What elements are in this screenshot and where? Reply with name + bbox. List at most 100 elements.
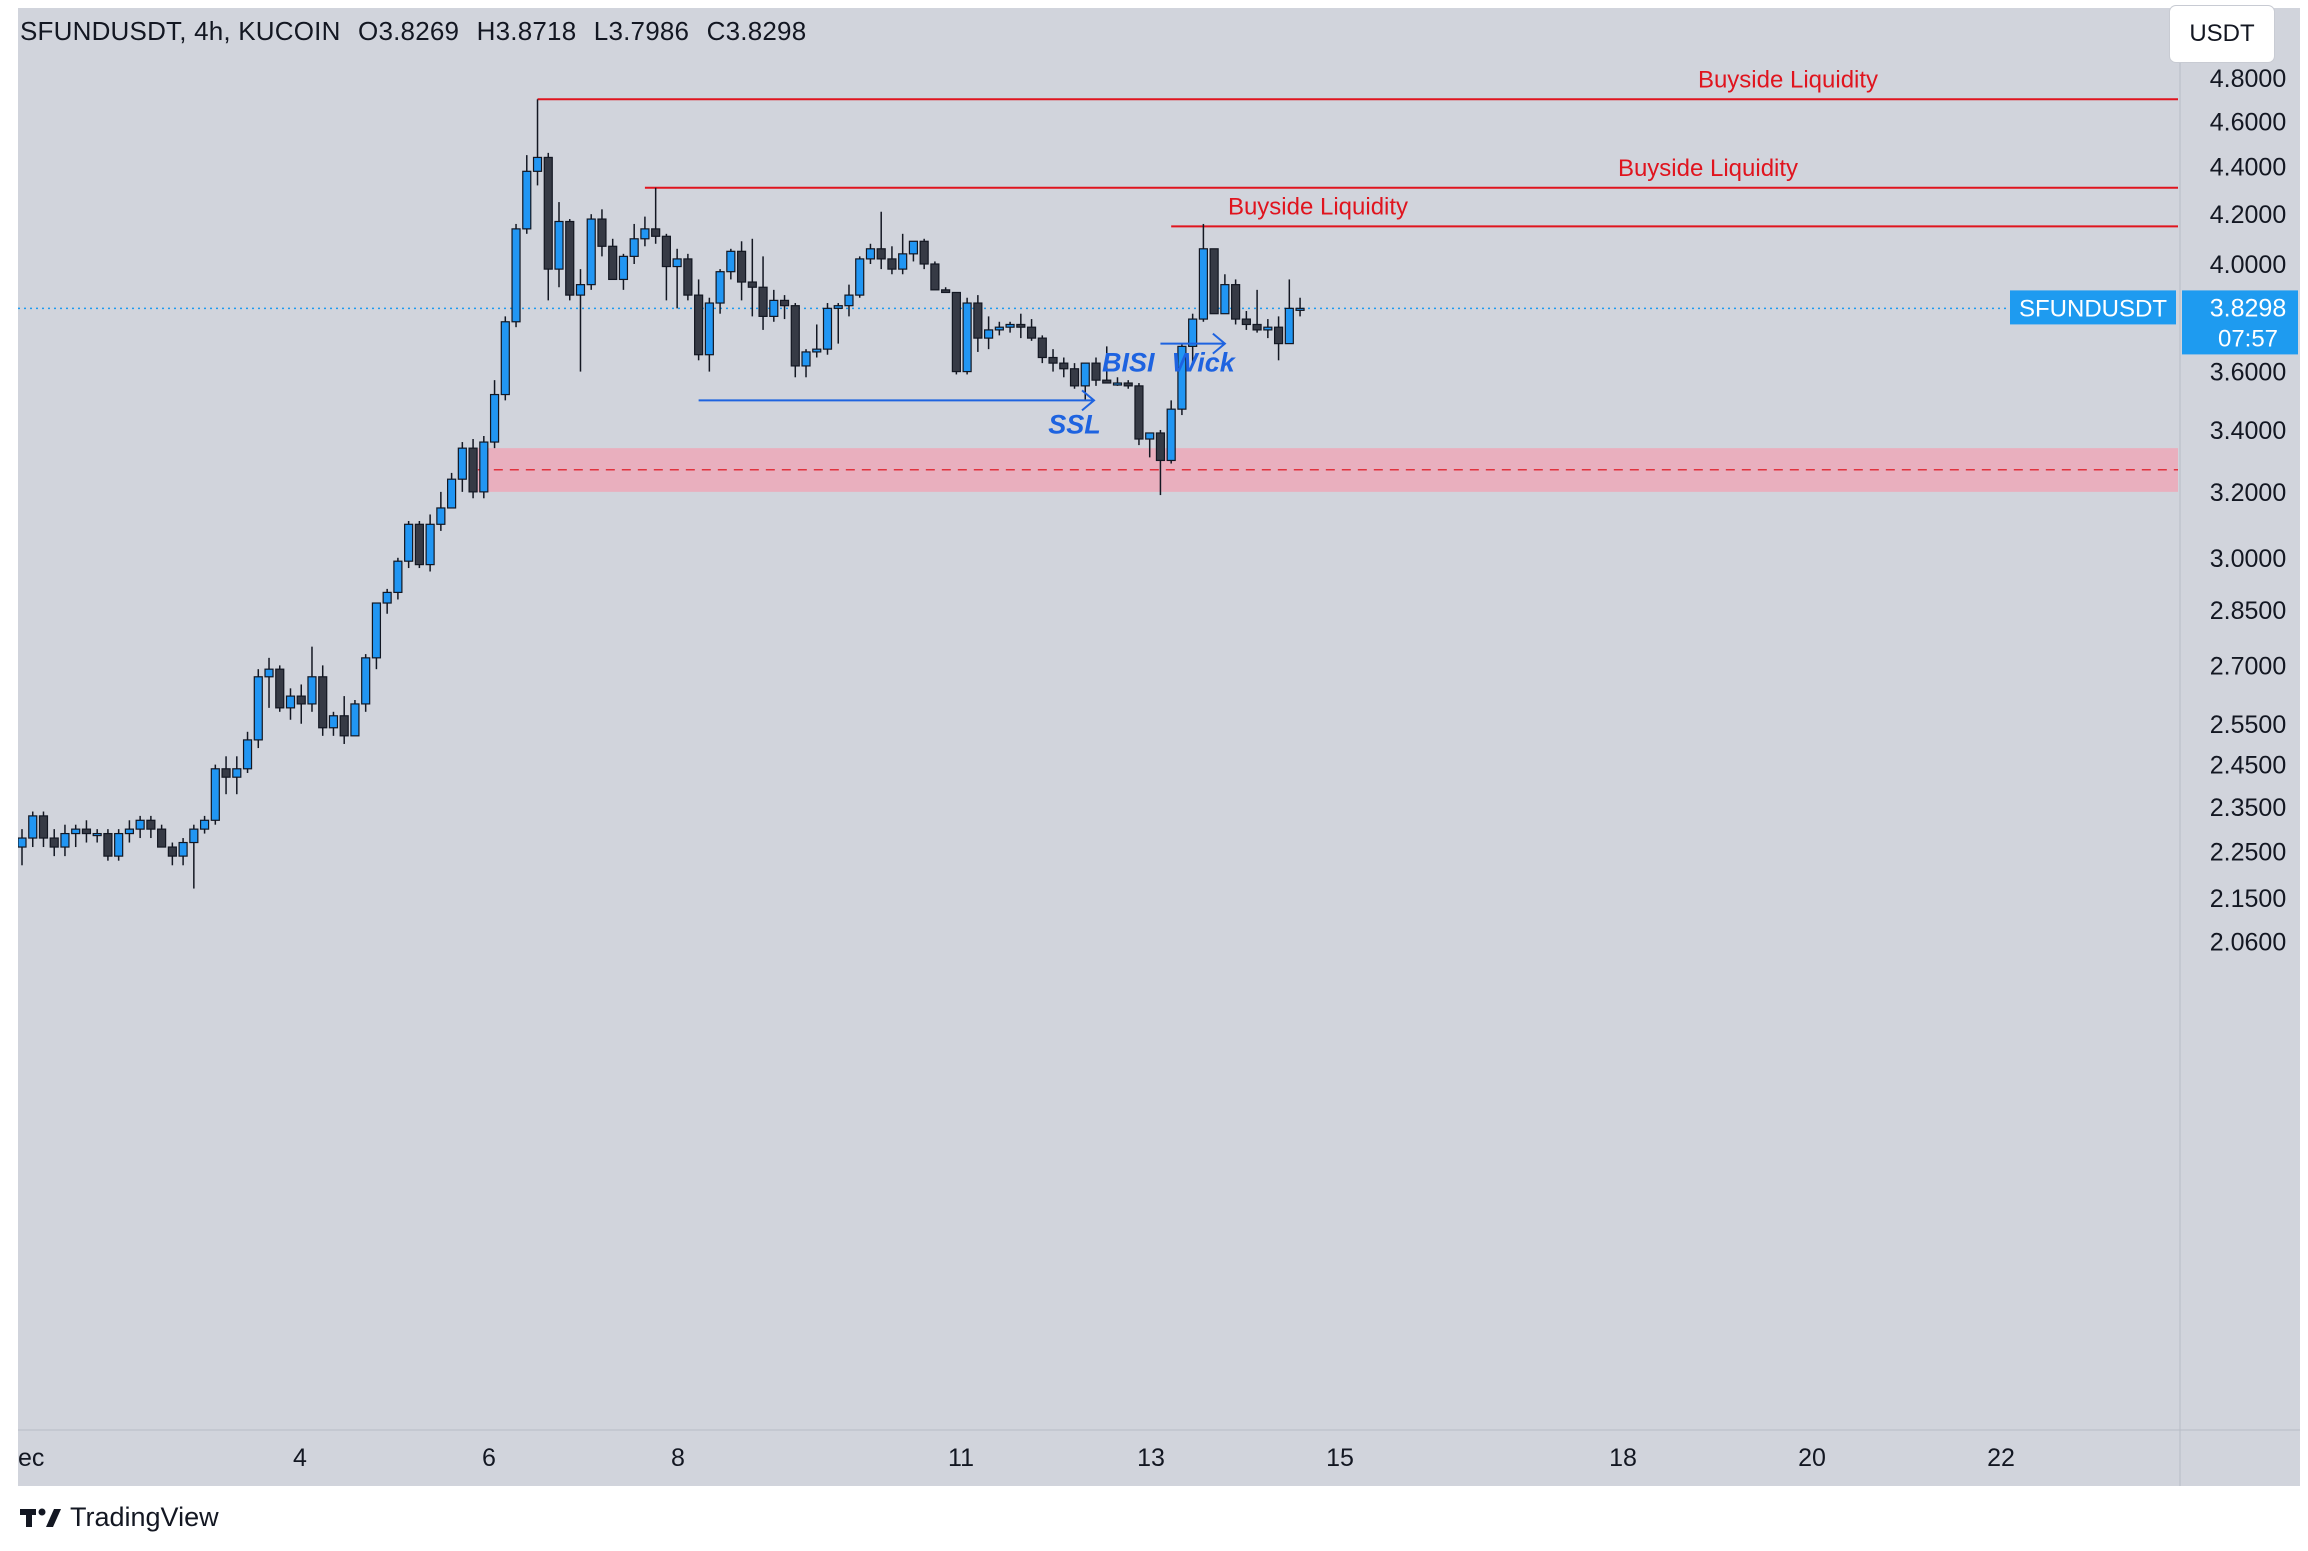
candle-bear <box>1273 326 1284 345</box>
candle-bull <box>640 228 650 240</box>
candle-bull <box>812 348 822 353</box>
x-tick-label: 6 <box>482 1444 496 1472</box>
candle-bull <box>71 828 81 835</box>
chart-area[interactable]: 4.8000 4.6000 4.4000 4.2000 4.0000 3.6000 3.40… <box>18 8 2300 1486</box>
candle-bull <box>1145 432 1155 440</box>
tradingview-branding[interactable]: TradingView <box>20 1502 219 1533</box>
x-tick-label: 13 <box>1137 1444 1165 1472</box>
candle-bear <box>661 235 672 268</box>
candle-bull <box>500 321 510 396</box>
ssl-label: SSL <box>1048 409 1101 439</box>
candle-bear <box>81 828 92 835</box>
last-price-value: 3.8298 <box>2210 294 2286 322</box>
candle-bear <box>318 676 328 729</box>
candle-bull <box>672 258 682 268</box>
low-value: 3.7986 <box>608 16 690 46</box>
close-key: C <box>706 16 726 46</box>
candle-bull <box>264 668 274 678</box>
candle-bear <box>973 302 983 339</box>
candle-bear <box>651 228 661 237</box>
candle-bull <box>328 715 339 729</box>
candle-bull <box>833 305 843 309</box>
candle-bear <box>1241 318 1251 326</box>
candle-bull <box>532 156 543 172</box>
candle-bull <box>1177 345 1187 410</box>
candle-bull <box>898 253 908 270</box>
y-tick-label: 2.0600 <box>2210 929 2286 957</box>
bisi-arrow-head <box>1212 332 1227 355</box>
y-tick-label: 2.5500 <box>2210 711 2286 739</box>
y-tick-label: 4.4000 <box>2210 154 2286 182</box>
candle-bull <box>1005 323 1015 328</box>
candle-bear <box>1037 337 1047 359</box>
candle-bull <box>425 523 435 566</box>
candle-bear <box>49 837 59 848</box>
ssl-arrow-head <box>1081 389 1096 412</box>
x-tick-label: 4 <box>293 1444 307 1472</box>
candle-bear <box>146 819 156 830</box>
candle-bear <box>919 240 929 265</box>
candle-bull <box>189 828 199 844</box>
currency-button[interactable]: USDT <box>2170 6 2274 62</box>
x-tick-label: ec <box>18 1444 44 1472</box>
candle-bear <box>103 832 113 857</box>
candle-bear <box>339 715 349 737</box>
candle-bull <box>994 326 1004 331</box>
candle-bull <box>618 255 629 281</box>
candle-bull <box>135 819 145 830</box>
candle-bull <box>586 218 596 286</box>
candle-bear <box>1048 356 1058 364</box>
candle-bull <box>253 676 263 741</box>
candle-bear <box>543 156 553 270</box>
price-axis-panel <box>2180 8 2300 1486</box>
candle-bull <box>1220 284 1230 315</box>
candle-bear <box>951 291 961 373</box>
candle-bear <box>597 218 607 247</box>
candle-bull <box>18 837 27 848</box>
y-tick-label: 3.4000 <box>2210 417 2286 445</box>
candle-bear <box>1209 248 1219 315</box>
candle-bull <box>715 271 725 304</box>
y-tick-label: 2.4500 <box>2210 752 2286 780</box>
x-tick-label: 20 <box>1798 1444 1826 1472</box>
candle-bull <box>1080 362 1090 387</box>
tradingview-logo-icon <box>20 1508 61 1527</box>
candle-bull <box>554 220 564 270</box>
candle-bull <box>232 768 242 778</box>
low-key: L <box>593 16 609 46</box>
open-key: O <box>358 16 379 46</box>
candle-bear <box>1123 382 1133 387</box>
candle-bear <box>779 299 790 307</box>
y-tick-label: 4.8000 <box>2210 65 2286 93</box>
candle-bear <box>1252 323 1262 331</box>
y-tick-label: 4.2000 <box>2210 201 2286 229</box>
candle-bear <box>1026 326 1037 339</box>
y-tick-label: 3.0000 <box>2210 545 2286 573</box>
candle-bear <box>1134 385 1144 440</box>
candle-bull <box>1263 326 1273 331</box>
candle-bull <box>28 815 38 839</box>
candle-bear <box>565 220 575 296</box>
buyside-liquidity-label: Buyside Liquidity <box>1228 193 1408 220</box>
candle-bull <box>1295 307 1305 311</box>
last-price-tag <box>2182 290 2298 355</box>
y-tick-label: 2.1500 <box>2210 885 2286 913</box>
candle-bear <box>930 263 940 291</box>
x-tick-label: 11 <box>948 1444 974 1472</box>
candle-bear <box>1155 432 1166 462</box>
candle-bull <box>1166 408 1176 462</box>
open-value: 3.8269 <box>378 16 460 46</box>
candle-bull <box>575 284 586 296</box>
candle-bear <box>468 447 478 493</box>
buyside-liquidity-label: Buyside Liquidity <box>1618 155 1798 182</box>
symbol-header: SFUNDUSDT, 4h, KUCOIN O3.8269 H3.8718 L3… <box>20 16 816 47</box>
candlestick-chart[interactable]: 4.8000 4.6000 4.4000 4.2000 4.0000 3.6000 3.40… <box>18 8 2300 1486</box>
x-tick-label: 22 <box>1987 1444 2015 1472</box>
candle-bear <box>1091 362 1101 381</box>
candle-bear <box>296 695 306 705</box>
symbol-price-tag <box>2010 290 2176 325</box>
candle-bull <box>382 591 392 604</box>
candle-bear <box>167 846 177 857</box>
candle-bull <box>199 819 210 830</box>
candle-bear <box>876 248 886 260</box>
